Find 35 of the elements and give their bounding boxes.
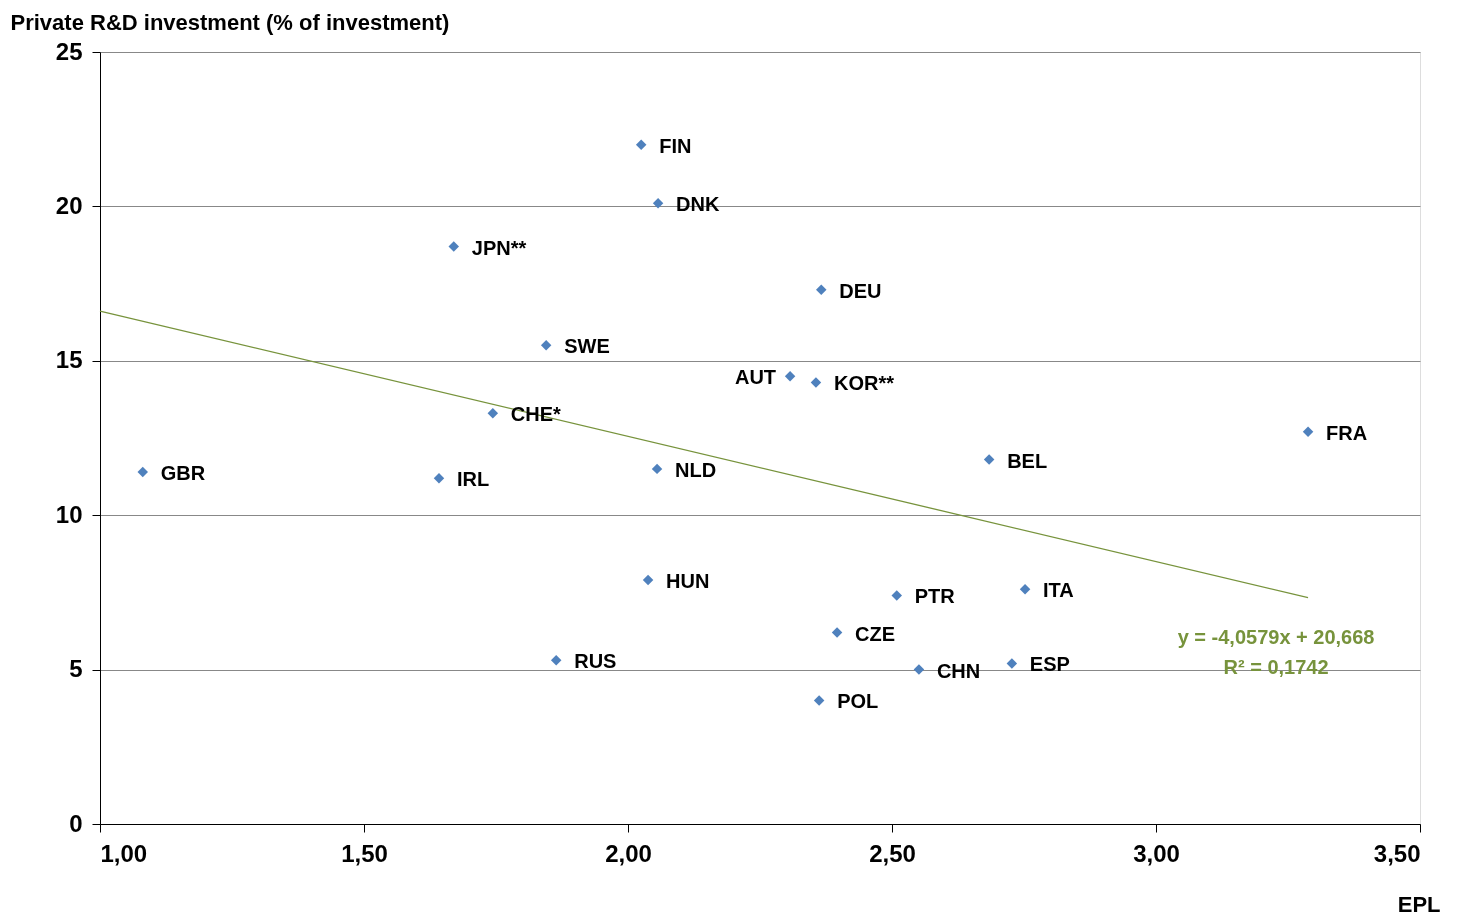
- annotation: ITA: [1043, 579, 1074, 602]
- annotation: KOR**: [833, 372, 895, 395]
- annotation: RUS: [574, 650, 617, 673]
- y-tick-label: 15: [55, 346, 83, 374]
- x-tick-label: 1,00: [100, 839, 148, 867]
- annotation: BEL: [1007, 449, 1048, 472]
- annotation: DEU: [839, 279, 882, 302]
- annotation: SWE: [564, 335, 610, 358]
- annotation: CHN: [936, 659, 981, 682]
- x-tick-label: 2,50: [869, 839, 916, 867]
- x-axis-title: EPL: [1397, 891, 1441, 917]
- annotation: FIN: [659, 134, 692, 157]
- y-tick-label: 0: [69, 809, 83, 837]
- annotation: DNK: [676, 193, 720, 216]
- annotation: POL: [837, 690, 879, 713]
- annotation: y = -4,0579x + 20,668: [1177, 625, 1375, 648]
- y-tick-label: 25: [55, 37, 83, 65]
- annotation: AUT: [734, 366, 777, 389]
- y-axis-title: Private R&D investment (% of investment): [10, 9, 450, 35]
- annotation: IRL: [456, 468, 490, 491]
- annotation: JPN**: [471, 236, 527, 259]
- x-tick-label: 3,00: [1133, 839, 1180, 867]
- x-tick-label: 1,50: [341, 839, 388, 867]
- y-tick-label: 10: [55, 500, 83, 528]
- annotation: CZE: [855, 622, 896, 645]
- annotation: GBR: [160, 461, 206, 484]
- annotation: ESP: [1029, 653, 1070, 676]
- annotation: HUN: [666, 570, 710, 593]
- annotation: PTR: [914, 585, 956, 608]
- x-tick-label: 2,00: [605, 839, 652, 867]
- y-tick-label: 5: [69, 655, 83, 683]
- annotation: FRA: [1326, 421, 1368, 444]
- annotation: NLD: [675, 458, 717, 481]
- x-tick-label: 3,50: [1373, 839, 1421, 867]
- y-tick-label: 20: [55, 191, 83, 219]
